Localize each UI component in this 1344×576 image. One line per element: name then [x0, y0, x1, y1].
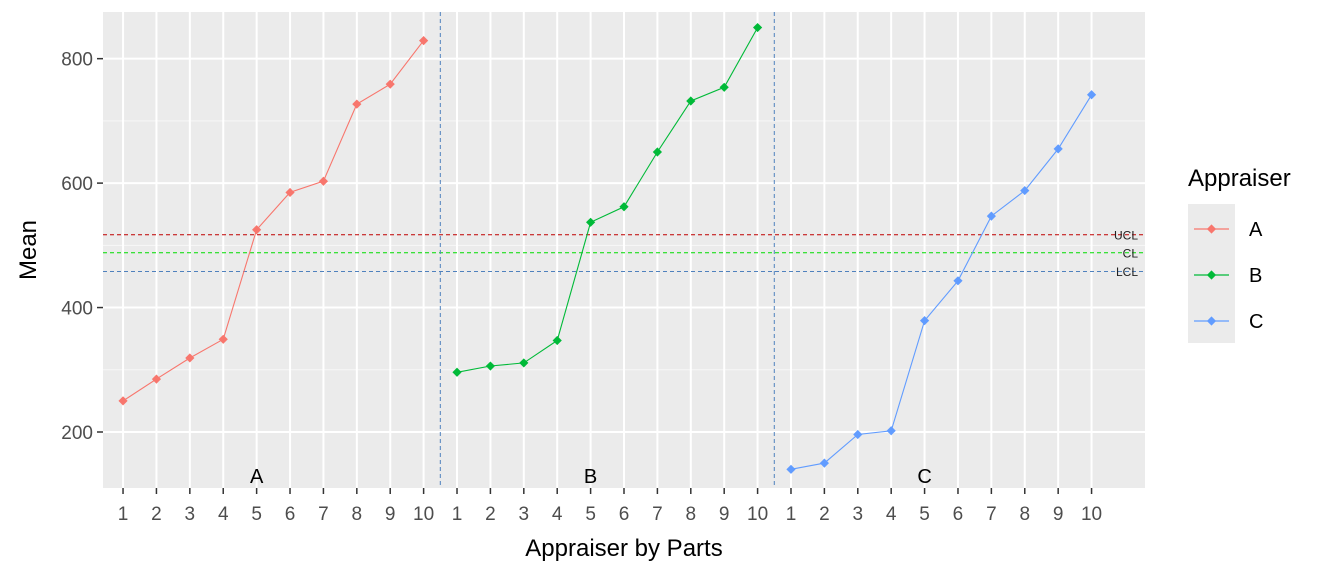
x-tick-label: 10: [1081, 504, 1102, 525]
data-point-c: [986, 211, 996, 221]
series-points: [118, 22, 1097, 474]
x-tick-label: 7: [986, 504, 997, 525]
series-line-b: [456, 27, 759, 373]
x-tick-label: 3: [852, 504, 863, 525]
group-labels: A B C: [250, 466, 932, 488]
x-tick-label: 6: [619, 504, 630, 525]
data-point-b: [485, 361, 496, 371]
data-point-c: [953, 276, 963, 286]
legend-key-point-b: [1206, 270, 1217, 280]
data-point-a: [151, 374, 162, 384]
legend-label-b: B: [1249, 265, 1262, 287]
reference-label-ucl: UCL: [1114, 228, 1138, 242]
x-tick-label: 5: [251, 504, 262, 525]
data-point-a: [118, 396, 128, 406]
data-point-a: [318, 176, 329, 186]
y-axis-title: Mean: [15, 220, 42, 280]
data-point-a: [185, 353, 195, 363]
x-tick-label: 2: [151, 504, 162, 525]
reference-lines: [103, 234, 1145, 272]
y-tick-label: 200: [61, 423, 93, 444]
major-gridlines: [103, 12, 1145, 488]
reference-labels: UCL CL LCL: [1114, 228, 1138, 279]
x-axis-title: Appraiser by Parts: [525, 535, 722, 562]
x-tick-label: 10: [413, 504, 434, 525]
x-tick-label: 1: [452, 504, 463, 525]
data-point-a: [385, 79, 395, 89]
x-tick-label: 1: [118, 504, 129, 525]
x-tick-label: 3: [185, 504, 196, 525]
group-label-b: B: [584, 466, 597, 488]
group-separators: [439, 12, 775, 488]
data-point-c: [819, 458, 829, 468]
data-point-a: [352, 99, 362, 109]
data-point-b: [686, 96, 696, 106]
data-point-c: [1086, 90, 1097, 100]
data-point-b: [519, 358, 529, 368]
x-tick-label: 8: [352, 504, 363, 525]
x-tick-label: 6: [953, 504, 964, 525]
x-tick-label: 4: [886, 504, 897, 525]
legend-key-point-c: [1206, 316, 1217, 326]
group-label-a: A: [250, 466, 264, 488]
data-point-c: [886, 426, 896, 436]
x-tick-label: 9: [385, 504, 396, 525]
x-tick-label: 5: [585, 504, 596, 525]
data-point-b: [752, 22, 763, 33]
data-point-b: [652, 147, 662, 157]
x-tick-label: 9: [1053, 504, 1064, 525]
x-tick-label: 4: [552, 504, 563, 525]
legend-key-point-a: [1206, 224, 1217, 234]
x-tick-label: 5: [919, 504, 930, 525]
data-point-b: [586, 217, 596, 227]
data-point-b: [719, 82, 729, 92]
series-line-a: [122, 40, 425, 402]
x-tick-label: 2: [485, 504, 496, 525]
y-axis: 200 400 600 800: [61, 50, 103, 444]
data-point-b: [552, 335, 562, 346]
data-point-a: [419, 36, 429, 46]
group-label-c: C: [917, 466, 931, 488]
legend: Appraiser A B C: [1188, 165, 1291, 343]
data-point-c: [919, 316, 930, 326]
x-tick-label: 4: [218, 504, 229, 525]
x-axis: 1 2 3 4 5 6 7 8 9 10 1 2 3 4 5 6 7 8 9 10 1 2 3 4 5 6 7 8 9 10: [118, 488, 1102, 525]
x-tick-label: 8: [686, 504, 697, 525]
y-tick-label: 600: [61, 174, 93, 195]
y-tick-label: 400: [61, 299, 93, 320]
reference-label-lcl: LCL: [1116, 265, 1138, 279]
x-tick-label: 7: [318, 504, 329, 525]
legend-label-a: A: [1249, 219, 1263, 241]
x-tick-label: 7: [652, 504, 663, 525]
data-point-c: [1020, 185, 1030, 196]
data-point-a: [252, 225, 262, 235]
reference-label-cl: CL: [1123, 246, 1139, 260]
series-line-c: [790, 94, 1093, 470]
x-tick-label: 10: [747, 504, 768, 525]
data-point-c: [1053, 144, 1063, 154]
x-tick-label: 6: [285, 504, 296, 525]
data-point-a: [285, 187, 295, 198]
data-point-c: [786, 464, 796, 474]
x-tick-label: 3: [519, 504, 530, 525]
x-tick-label: 9: [719, 504, 730, 525]
y-tick-label: 800: [61, 50, 93, 71]
data-point-c: [853, 429, 863, 440]
x-tick-label: 8: [1019, 504, 1030, 525]
data-point-b: [452, 367, 462, 377]
x-tick-label: 1: [786, 504, 797, 525]
data-point-a: [218, 334, 228, 344]
legend-label-c: C: [1249, 311, 1263, 333]
data-point-b: [619, 202, 629, 212]
x-tick-label: 2: [819, 504, 830, 525]
legend-title: Appraiser: [1188, 165, 1291, 192]
series-lines: [122, 27, 1093, 470]
